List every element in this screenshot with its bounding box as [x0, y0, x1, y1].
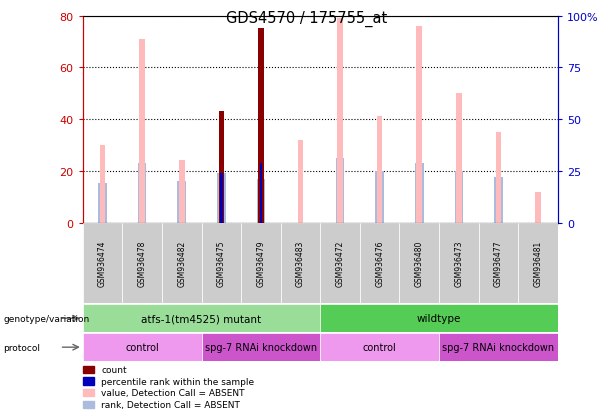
Text: GSM936482: GSM936482: [177, 240, 186, 286]
Text: GSM936478: GSM936478: [138, 240, 147, 287]
Bar: [535, 192, 541, 223]
Text: GSM936480: GSM936480: [415, 240, 424, 287]
Bar: [138, 163, 147, 223]
Bar: [257, 180, 265, 223]
Text: GSM936481: GSM936481: [533, 240, 543, 286]
Bar: [439, 333, 558, 361]
Bar: [375, 171, 384, 223]
Bar: [260, 163, 262, 223]
Bar: [162, 223, 202, 304]
Bar: [400, 223, 439, 304]
Text: GSM936475: GSM936475: [217, 240, 226, 287]
Text: rank, Detection Call = ABSENT: rank, Detection Call = ABSENT: [101, 400, 240, 409]
Bar: [139, 40, 145, 223]
Bar: [219, 112, 224, 223]
Bar: [83, 333, 202, 361]
Bar: [98, 184, 107, 223]
Text: count: count: [101, 365, 127, 374]
Bar: [258, 146, 264, 223]
Bar: [337, 19, 343, 223]
Bar: [217, 173, 226, 223]
Text: GSM936477: GSM936477: [494, 240, 503, 287]
Text: GDS4570 / 175755_at: GDS4570 / 175755_at: [226, 10, 387, 26]
Text: genotype/variation: genotype/variation: [3, 314, 89, 323]
Bar: [416, 27, 422, 223]
Bar: [321, 223, 360, 304]
Bar: [496, 133, 501, 223]
Bar: [281, 223, 321, 304]
Bar: [415, 163, 424, 223]
Bar: [456, 94, 462, 223]
Text: spg-7 RNAi knockdown: spg-7 RNAi knockdown: [443, 342, 555, 352]
Bar: [241, 223, 281, 304]
Bar: [202, 333, 321, 361]
Text: GSM936476: GSM936476: [375, 240, 384, 287]
Bar: [479, 223, 518, 304]
Bar: [518, 223, 558, 304]
Text: percentile rank within the sample: percentile rank within the sample: [101, 377, 254, 386]
Bar: [494, 178, 503, 223]
Text: GSM936479: GSM936479: [256, 240, 265, 287]
Text: wildtype: wildtype: [417, 313, 461, 323]
Text: GSM936483: GSM936483: [296, 240, 305, 287]
Bar: [202, 223, 241, 304]
Text: GSM936472: GSM936472: [335, 240, 345, 287]
Bar: [377, 117, 383, 223]
Text: atfs-1(tm4525) mutant: atfs-1(tm4525) mutant: [142, 313, 262, 323]
Bar: [83, 223, 123, 304]
Bar: [123, 223, 162, 304]
Bar: [177, 182, 186, 223]
Bar: [179, 161, 185, 223]
Bar: [258, 29, 264, 223]
Text: spg-7 RNAi knockdown: spg-7 RNAi knockdown: [205, 342, 317, 352]
Bar: [100, 146, 105, 223]
Text: GSM936473: GSM936473: [454, 240, 463, 287]
Bar: [360, 223, 400, 304]
Bar: [454, 171, 463, 223]
Bar: [321, 304, 558, 332]
Bar: [321, 333, 439, 361]
Text: protocol: protocol: [3, 343, 40, 352]
Bar: [220, 173, 223, 223]
Bar: [298, 140, 303, 223]
Text: control: control: [363, 342, 397, 352]
Bar: [336, 159, 345, 223]
Bar: [83, 304, 321, 332]
Text: control: control: [125, 342, 159, 352]
Text: GSM936474: GSM936474: [98, 240, 107, 287]
Text: value, Detection Call = ABSENT: value, Detection Call = ABSENT: [101, 388, 245, 397]
Bar: [439, 223, 479, 304]
